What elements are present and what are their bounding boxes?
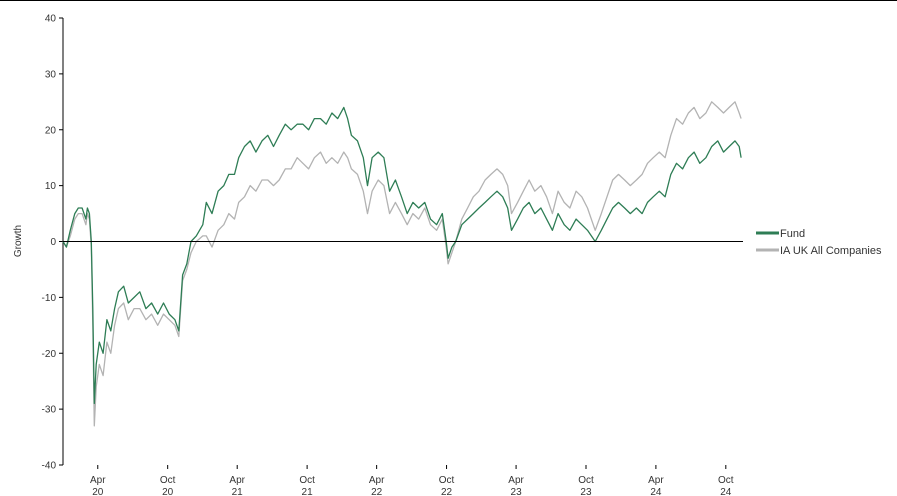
legend-label: IA UK All Companies (780, 245, 882, 257)
x-tick-year-label: 20 (162, 487, 174, 496)
top-border (0, 0, 897, 1)
y-tick-label: -40 (42, 461, 57, 472)
x-tick-year-label: 20 (92, 487, 104, 496)
y-tick-label: -10 (42, 293, 57, 304)
y-tick-label: 30 (45, 69, 57, 80)
x-tick-month-label: Apr (648, 475, 664, 486)
x-tick-year-label: 21 (232, 487, 244, 496)
x-tick-month-label: Apr (508, 475, 524, 486)
x-tick-month-label: Apr (90, 475, 106, 486)
x-tick-year-label: 24 (650, 487, 662, 496)
y-tick-label: 40 (45, 14, 57, 25)
x-tick-year-label: 24 (720, 487, 732, 496)
x-tick-month-label: Oct (718, 475, 734, 486)
x-tick-year-label: 23 (511, 487, 523, 496)
x-axis: Apr20Oct20Apr21Oct21Apr22Oct22Apr23Oct23… (90, 465, 734, 496)
x-tick-month-label: Oct (160, 475, 176, 486)
y-axis: 40 30 20 10 0 -10 -20 -30 -40 (42, 14, 64, 472)
y-tick-label: 20 (45, 125, 57, 136)
series-layer (62, 101, 742, 427)
series-line-ia-uk-all-companies (62, 101, 742, 427)
x-tick-month-label: Oct (439, 475, 455, 486)
x-tick-year-label: 21 (302, 487, 314, 496)
y-tick-label: 0 (50, 237, 56, 248)
y-tick-label: 10 (45, 181, 57, 192)
legend-label: Fund (780, 228, 805, 240)
x-tick-year-label: 22 (441, 487, 453, 496)
y-tick-label: -20 (42, 349, 57, 360)
x-tick-month-label: Oct (299, 475, 315, 486)
x-tick-month-label: Apr (369, 475, 385, 486)
y-tick-label: -30 (42, 405, 57, 416)
x-tick-month-label: Apr (229, 475, 245, 486)
x-tick-year-label: 22 (371, 487, 383, 496)
legend: Fund IA UK All Companies (756, 228, 882, 257)
x-tick-month-label: Oct (578, 475, 594, 486)
series-line-fund (62, 106, 742, 405)
x-tick-year-label: 23 (580, 487, 592, 496)
y-axis-title: Growth (13, 225, 24, 257)
